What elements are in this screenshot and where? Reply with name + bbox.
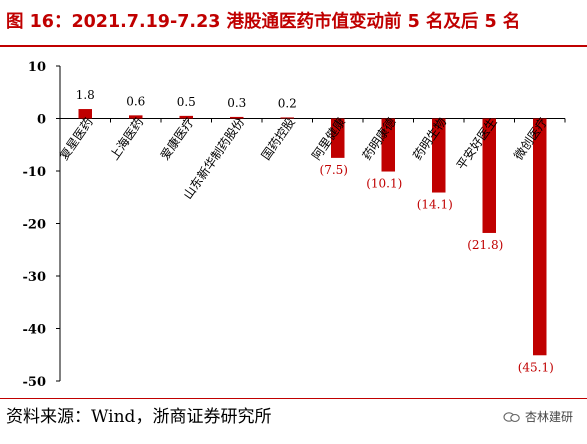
bar-chart: 10 0 -10 -20 -30 -40 -50 1.8 0.6 0.5 0.3 0.2 (7.5) (… xyxy=(23,60,566,390)
y-tick-label: -50 xyxy=(23,375,47,390)
bar xyxy=(432,118,446,193)
bar xyxy=(482,118,496,233)
source-divider xyxy=(0,398,587,399)
bar xyxy=(381,118,395,172)
chart-data-labels: 1.8 0.6 0.5 0.3 0.2 (7.5) (10.1) (14.1) (21.8) (4… xyxy=(76,88,554,374)
chart-bars xyxy=(78,109,547,356)
data-label: 0.2 xyxy=(278,96,297,110)
data-label: 1.8 xyxy=(76,88,95,102)
data-label: (10.1) xyxy=(366,177,402,191)
watermark: 杏林建研 xyxy=(503,408,573,425)
y-tick-label: -40 xyxy=(23,323,47,338)
bar xyxy=(280,117,294,119)
category-label: 爱康医疗 xyxy=(157,115,197,163)
data-label: (7.5) xyxy=(320,163,348,177)
category-label: 国药控股 xyxy=(259,115,298,162)
title-divider xyxy=(0,45,587,47)
bar xyxy=(179,115,193,119)
category-label: 复星医药 xyxy=(57,115,96,162)
data-label: (21.8) xyxy=(467,238,503,252)
data-label: (14.1) xyxy=(417,198,453,212)
data-label: 0.5 xyxy=(177,95,196,109)
category-label: 上海医药 xyxy=(106,115,146,163)
y-tick-label: -20 xyxy=(23,218,47,233)
figure-title: 图 16：2021.7.19-7.23 港股通医药市值变动前 5 名及后 5 名 xyxy=(6,12,521,32)
y-tick-label: 10 xyxy=(28,60,46,75)
bar xyxy=(331,118,345,158)
bar xyxy=(533,118,547,356)
wechat-icon xyxy=(503,412,520,423)
bar xyxy=(230,116,244,119)
y-tick-label: -10 xyxy=(23,165,47,180)
y-tick-label: 0 xyxy=(37,113,46,128)
watermark-text: 杏林建研 xyxy=(524,410,573,424)
data-label: 0.6 xyxy=(126,94,145,108)
y-tick-label: -30 xyxy=(23,270,47,285)
source-note: 资料来源：Wind，浙商证券研究所 xyxy=(6,407,272,427)
chart-axes: 10 0 -10 -20 -30 -40 -50 xyxy=(23,60,566,390)
bar xyxy=(129,115,143,119)
data-label: (45.1) xyxy=(518,360,554,374)
bar xyxy=(78,109,92,119)
data-label: 0.3 xyxy=(227,96,246,110)
